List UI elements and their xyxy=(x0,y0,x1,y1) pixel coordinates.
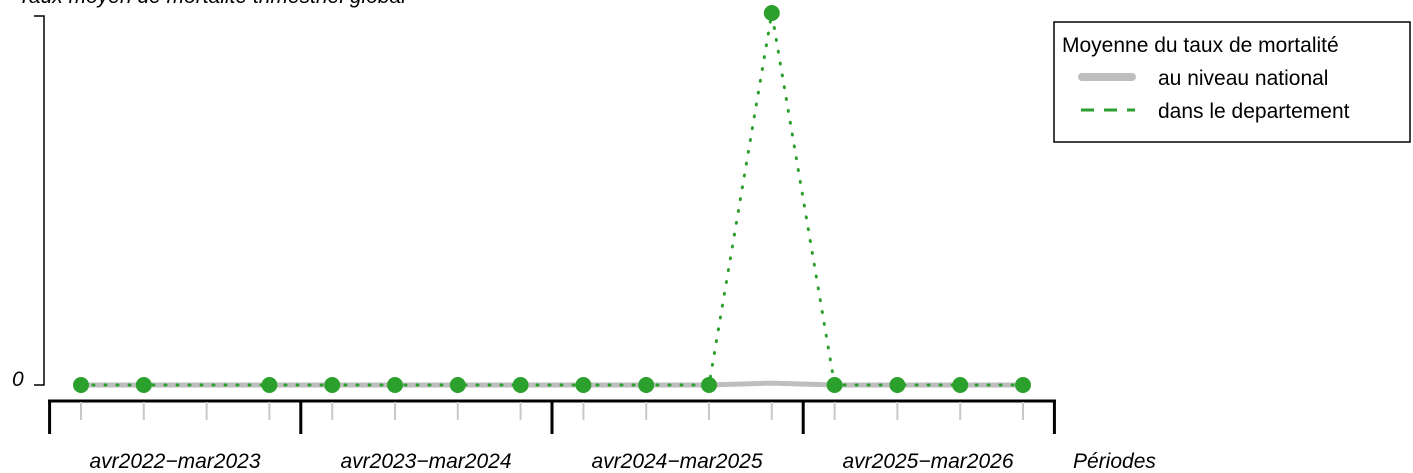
series-departement-point xyxy=(261,377,278,393)
series-departement-point xyxy=(1015,377,1031,393)
y-axis-line xyxy=(34,15,45,386)
series-departement-point xyxy=(449,377,466,393)
series-departement-point xyxy=(701,377,717,393)
series-departement-point xyxy=(763,5,780,21)
series-departement-point xyxy=(387,377,403,393)
series-departement-point xyxy=(135,377,152,393)
series-departement-point xyxy=(324,377,341,393)
x-axis-label: Périodes xyxy=(1073,450,1156,473)
axes xyxy=(34,15,1056,434)
series-departement-point xyxy=(638,377,655,393)
x-group-labels: avr2022−mar2023 avr2023−mar2024 avr2024−… xyxy=(89,450,1013,473)
series-departement xyxy=(73,5,1031,393)
series-departement-point xyxy=(952,377,969,393)
legend: Moyenne du taux de mortalité au niveau n… xyxy=(1053,21,1411,143)
series-departement-point xyxy=(512,377,529,393)
series-departement-point xyxy=(73,377,89,393)
chart-title: Taux moyen de mortalité trimestriel glob… xyxy=(18,0,407,8)
series-departement-line xyxy=(79,12,1025,387)
y-tick-label-0: 0 xyxy=(12,368,24,391)
legend-national-label: au niveau national xyxy=(1158,67,1328,90)
x-group-label-2: avr2023−mar2024 xyxy=(340,450,511,473)
series-departement-point xyxy=(575,377,592,393)
legend-title: Moyenne du taux de mortalité xyxy=(1062,34,1339,57)
series-departement-point xyxy=(826,377,843,393)
x-group-label-3: avr2024−mar2025 xyxy=(591,450,762,473)
legend-box xyxy=(1053,21,1411,143)
x-group-label-4: avr2025−mar2026 xyxy=(842,450,1013,473)
x-group-label-1: avr2022−mar2023 xyxy=(89,450,260,473)
series-departement-point xyxy=(889,377,906,393)
legend-departement-label: dans le departement xyxy=(1158,100,1350,123)
